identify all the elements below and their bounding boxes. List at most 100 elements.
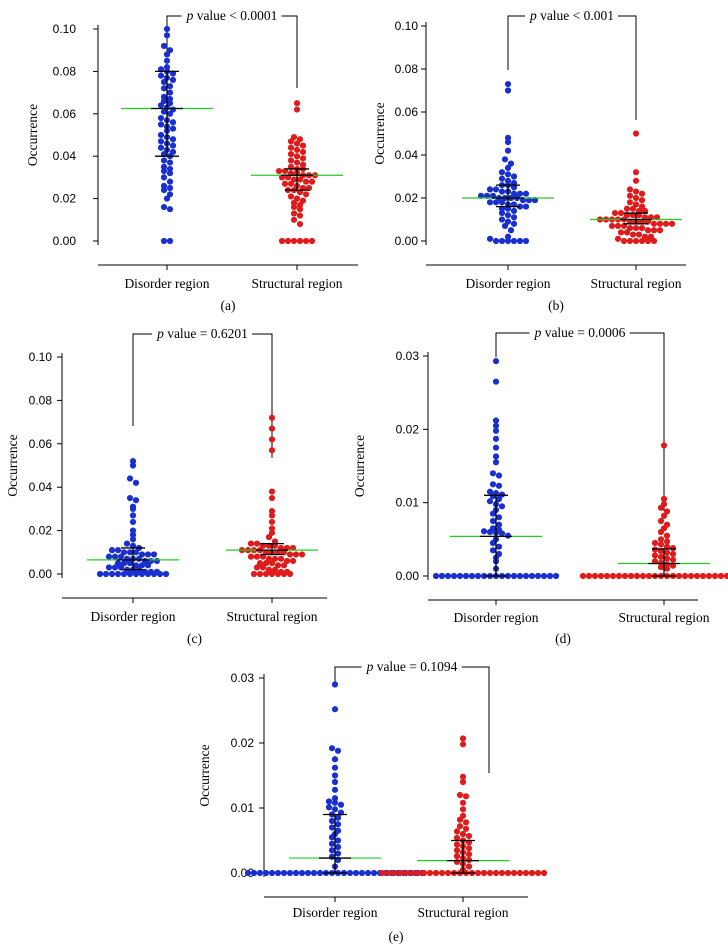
data-point [492, 422, 500, 429]
data-point [132, 570, 140, 578]
significance-bracket [334, 666, 490, 773]
data-point [498, 199, 506, 206]
data-point [120, 560, 128, 567]
data-point [268, 488, 276, 495]
data-point [163, 51, 171, 58]
data-point [370, 869, 378, 877]
data-point [114, 570, 122, 578]
data-point [705, 572, 713, 580]
data-point [256, 570, 264, 578]
data-point [504, 237, 512, 245]
data-point [160, 93, 168, 100]
y-axis-label: Occurrence [25, 104, 40, 166]
data-point [438, 572, 446, 580]
data-point [414, 869, 422, 877]
data-point [474, 572, 482, 580]
data-point [492, 199, 500, 206]
data-point [552, 572, 560, 580]
data-point [268, 525, 276, 532]
data-point [638, 203, 646, 210]
data-point [657, 564, 665, 571]
data-point [135, 555, 143, 562]
data-point [256, 560, 264, 567]
data-point [453, 853, 461, 860]
data-point [638, 190, 646, 197]
data-point [522, 572, 530, 580]
p-value-background [529, 324, 630, 341]
data-point [268, 570, 276, 578]
y-tick-label: 0.01 [396, 496, 420, 510]
data-point [328, 853, 336, 860]
data-point [129, 527, 137, 534]
data-point [650, 237, 658, 245]
data-point [462, 793, 470, 800]
data-point [160, 203, 168, 211]
data-point [516, 572, 524, 580]
data-point [138, 562, 146, 569]
data-point [132, 497, 140, 504]
data-point [632, 169, 640, 176]
data-point [516, 869, 524, 877]
data-point [528, 869, 536, 877]
data-point [296, 206, 304, 213]
data-point [699, 572, 707, 580]
data-point [504, 233, 512, 240]
data-point [271, 566, 279, 573]
data-point [501, 156, 509, 163]
data-point [663, 555, 671, 562]
data-point [603, 572, 611, 580]
data-point [489, 517, 497, 525]
y-tick-label: 0.08 [395, 62, 419, 76]
y-axis-label: Occurrence [197, 744, 212, 806]
data-point [492, 417, 500, 424]
p-value-label: p value = 0.6201 [156, 326, 248, 341]
data-point [283, 557, 291, 565]
data-point [144, 562, 152, 569]
data-point [486, 498, 494, 505]
data-point [504, 218, 512, 225]
data-point [611, 209, 619, 217]
data-point [656, 227, 664, 234]
data-point [663, 508, 671, 515]
data-point [486, 199, 494, 206]
data-point [166, 237, 174, 245]
data-point [271, 555, 279, 562]
data-point [284, 237, 292, 245]
data-point [459, 778, 467, 786]
data-point [280, 562, 288, 569]
data-point [160, 108, 168, 115]
data-point [129, 512, 137, 519]
data-point [504, 171, 512, 178]
data-point [108, 570, 116, 578]
data-point [123, 540, 131, 547]
data-point [492, 444, 500, 451]
data-point [138, 551, 146, 558]
data-point [299, 161, 307, 168]
data-point [432, 572, 440, 580]
data-point [489, 510, 497, 517]
data-point [160, 237, 168, 245]
data-point [247, 553, 255, 560]
data-point [510, 869, 518, 877]
data-point [510, 190, 518, 197]
data-point [150, 551, 158, 558]
data-point [663, 538, 671, 545]
data-point [114, 560, 122, 567]
data-point [626, 192, 634, 199]
data-point [522, 190, 530, 197]
data-point [293, 100, 301, 107]
data-point [120, 549, 128, 556]
data-point [614, 235, 622, 242]
data-point [585, 572, 593, 580]
data-point [132, 562, 140, 569]
data-point [614, 222, 622, 230]
p-value-background [181, 7, 282, 24]
data-point [498, 216, 506, 223]
data-point [384, 869, 392, 877]
data-point [287, 193, 295, 200]
data-point [163, 25, 171, 33]
data-point [325, 804, 333, 811]
data-point [717, 572, 725, 580]
data-point [486, 235, 494, 242]
data-point [651, 539, 659, 547]
